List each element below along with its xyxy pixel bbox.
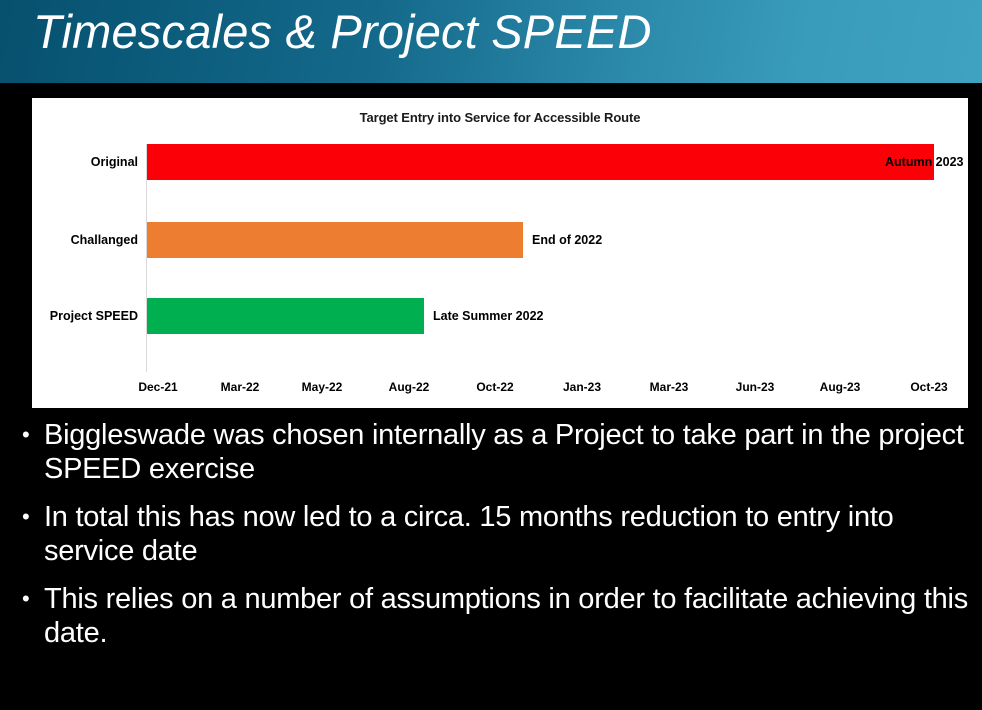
list-item: • This relies on a number of assumptions… <box>20 582 968 650</box>
x-axis-tick-label: Mar-23 <box>649 380 689 394</box>
x-axis-tick-label: Jan-23 <box>562 380 602 394</box>
list-item: • Biggleswade was chosen internally as a… <box>20 418 968 486</box>
x-axis-tick-label: Aug-22 <box>388 380 430 394</box>
bar-challanged <box>147 222 523 258</box>
list-item: • In total this has now led to a circa. … <box>20 500 968 568</box>
bar-category-label: Original <box>90 155 138 169</box>
slide-title: Timescales & Project SPEED <box>33 5 652 58</box>
slide-header-banner: Timescales & Project SPEED <box>0 0 982 83</box>
x-axis-tick-label: Oct-22 <box>476 380 514 394</box>
bullet-dot-icon: • <box>22 586 30 611</box>
bullet-dot-icon: • <box>22 422 30 447</box>
bar-value-label: Autumn 2023 <box>885 155 964 169</box>
x-axis-tick-label: Dec-21 <box>138 380 178 394</box>
bullet-dot-icon: • <box>22 504 30 529</box>
bullet-text: In total this has now led to a circa. 15… <box>44 501 894 567</box>
bullet-text: This relies on a number of assumptions i… <box>44 583 968 649</box>
chart-title: Target Entry into Service for Accessible… <box>359 110 641 125</box>
bar-value-label: Late Summer 2022 <box>433 309 544 323</box>
x-axis-tick-label: May-22 <box>301 380 343 394</box>
bar-project-speed <box>147 298 424 334</box>
category-axis-line <box>146 144 147 372</box>
x-axis-tick-label: Mar-22 <box>220 380 260 394</box>
bar-category-label: Challanged <box>70 233 138 247</box>
chart-panel: Target Entry into Service for Accessible… <box>32 98 968 408</box>
x-axis-tick-labels: Dec-21 Mar-22 May-22 Aug-22 Oct-22 Jan-23 Mar-… <box>138 380 967 400</box>
bar-category-label: Project SPEED <box>49 309 138 323</box>
bar-value-label: End of 2022 <box>532 233 603 247</box>
bullet-text: Biggleswade was chosen internally as a P… <box>44 419 964 485</box>
chart-plot-area: Original Autumn 2023 Challanged End of 2… <box>50 144 967 372</box>
x-axis-tick-label: Aug-23 <box>819 380 861 394</box>
x-axis-tick-label: Oct-23 <box>910 380 948 394</box>
x-axis-tick-label: Jun-23 <box>735 380 775 394</box>
bar-original <box>147 144 934 180</box>
bullet-list: • Biggleswade was chosen internally as a… <box>20 418 968 664</box>
